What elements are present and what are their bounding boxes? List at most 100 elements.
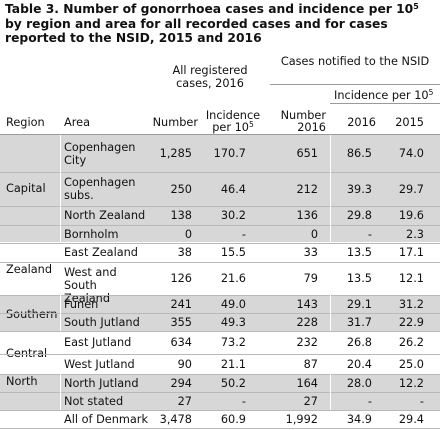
header-bottom-rule bbox=[0, 134, 440, 135]
cell-incidence: 21.6 bbox=[220, 272, 246, 285]
header-number-2016-2: 2016 bbox=[297, 121, 326, 134]
header-rule-notified bbox=[270, 84, 440, 85]
header-region: Region bbox=[6, 116, 45, 129]
cell-incidence: 60.9 bbox=[220, 412, 246, 426]
header-notified: Cases notified to the NSID bbox=[280, 55, 430, 68]
cell-inc-2015: 22.9 bbox=[398, 315, 424, 329]
cell-number-2016: 143 bbox=[296, 297, 318, 311]
title-main: Table 3. Number of gonorrhoea cases and … bbox=[5, 2, 414, 16]
row-area-label: Bornholm bbox=[64, 227, 119, 241]
header-incidence-1: Incidence bbox=[205, 109, 261, 122]
band-divider bbox=[60, 135, 61, 242]
cell-inc-2016: 29.8 bbox=[346, 209, 372, 222]
cell-number: 355 bbox=[170, 315, 192, 329]
cell-incidence: 15.5 bbox=[220, 246, 246, 259]
cell-number: 138 bbox=[170, 209, 192, 222]
row-area-label: Not stated bbox=[64, 394, 124, 408]
cell-incidence: 21.1 bbox=[220, 357, 246, 371]
cell-inc-2015: 12.2 bbox=[398, 376, 424, 390]
cell-inc-2016: 31.7 bbox=[346, 315, 372, 329]
band-divider bbox=[60, 374, 61, 410]
region-central: Central bbox=[6, 347, 48, 360]
cell-number-2016: 79 bbox=[303, 272, 318, 285]
band-divider bbox=[330, 135, 331, 242]
cell-incidence: 50.2 bbox=[220, 376, 246, 390]
row-rule bbox=[0, 243, 440, 244]
row-area-label: Funen bbox=[64, 297, 99, 311]
header-all-registered: All registered cases, 2016 bbox=[172, 64, 248, 90]
cell-inc-2015: 26.2 bbox=[398, 336, 424, 349]
row-rule bbox=[0, 295, 440, 296]
cell-number-2016: 33 bbox=[303, 246, 318, 259]
row-area-label: North Jutland bbox=[64, 376, 139, 390]
row-area-label: North Zealand bbox=[64, 209, 146, 222]
region-capital: Capital bbox=[6, 182, 46, 195]
cell-inc-2016: 39.3 bbox=[346, 182, 372, 196]
cell-inc-2016: 13.5 bbox=[346, 272, 372, 285]
table-title: Table 3. Number of gonorrhoea cases and … bbox=[5, 2, 437, 46]
cell-number-2016: 27 bbox=[303, 394, 318, 408]
header-number: Number bbox=[152, 116, 198, 129]
cell-number: 27 bbox=[177, 394, 192, 408]
cell-number: 3,478 bbox=[159, 412, 192, 426]
region-southern: Southern bbox=[6, 308, 58, 321]
cell-inc-2016: - bbox=[367, 394, 372, 408]
cell-number-2016: 651 bbox=[296, 147, 318, 160]
row-rule bbox=[0, 392, 440, 393]
cell-number: 38 bbox=[177, 246, 192, 259]
band-divider bbox=[60, 295, 61, 331]
cell-incidence: 49.3 bbox=[220, 315, 246, 329]
header-number-2016-1: Number bbox=[280, 109, 326, 122]
cell-inc-2015: 31.2 bbox=[398, 297, 424, 311]
cell-inc-2015: 12.1 bbox=[398, 272, 424, 285]
header-year-2016: 2016 bbox=[347, 116, 376, 129]
row-area-label: South Jutland bbox=[64, 315, 140, 329]
cell-incidence: 30.2 bbox=[220, 209, 246, 222]
cell-number: 1,285 bbox=[159, 147, 192, 160]
band-capital bbox=[0, 135, 440, 242]
row-rule bbox=[0, 374, 440, 375]
header-rule-incidence bbox=[330, 103, 440, 104]
cell-incidence: 49.0 bbox=[220, 297, 246, 311]
row-area-label: All of Denmark bbox=[64, 412, 148, 426]
cell-number: 90 bbox=[177, 357, 192, 371]
cell-number-2016: 87 bbox=[303, 357, 318, 371]
cell-number-2016: 136 bbox=[296, 209, 318, 222]
cell-inc-2015: 19.6 bbox=[398, 209, 424, 222]
region-north: North bbox=[6, 375, 38, 388]
header-year-2015: 2015 bbox=[395, 116, 424, 129]
cell-number: 634 bbox=[170, 336, 192, 349]
row-rule bbox=[0, 410, 440, 411]
title-rest: by region and area for all recorded case… bbox=[5, 16, 388, 46]
cell-number: 294 bbox=[170, 376, 192, 390]
row-area-label: East Jutland bbox=[64, 336, 132, 349]
row-rule bbox=[0, 225, 440, 226]
header-area: Area bbox=[64, 116, 90, 129]
row-area-label: Copenhagen subs. bbox=[64, 176, 136, 202]
cell-inc-2015: 29.4 bbox=[398, 412, 424, 426]
row-rule bbox=[0, 313, 440, 314]
cell-number: 250 bbox=[170, 182, 192, 196]
cell-number-2016: 1,992 bbox=[285, 412, 318, 426]
cell-inc-2016: 34.9 bbox=[346, 412, 372, 426]
row-rule bbox=[0, 354, 440, 355]
row-rule bbox=[0, 262, 440, 263]
cell-inc-2015: - bbox=[419, 394, 424, 408]
cell-incidence: 73.2 bbox=[220, 336, 246, 349]
cell-inc-2015: 17.1 bbox=[398, 246, 424, 259]
cell-inc-2015: 74.0 bbox=[398, 147, 424, 160]
cell-inc-2015: 2.3 bbox=[406, 227, 424, 241]
cell-number: 241 bbox=[170, 297, 192, 311]
cell-number-2016: 232 bbox=[296, 336, 318, 349]
cell-inc-2015: 29.7 bbox=[398, 182, 424, 196]
cell-inc-2016: 29.1 bbox=[346, 297, 372, 311]
row-area-label: East Zealand bbox=[64, 246, 138, 259]
cell-number: 126 bbox=[170, 272, 192, 285]
cell-incidence: 170.7 bbox=[213, 147, 246, 160]
row-area-label: Copenhagen City bbox=[64, 140, 136, 167]
cell-incidence: - bbox=[241, 394, 246, 408]
cell-inc-2016: - bbox=[367, 227, 372, 241]
cell-number-2016: 228 bbox=[296, 315, 318, 329]
row-area-label: West and South Zealand bbox=[64, 265, 117, 305]
